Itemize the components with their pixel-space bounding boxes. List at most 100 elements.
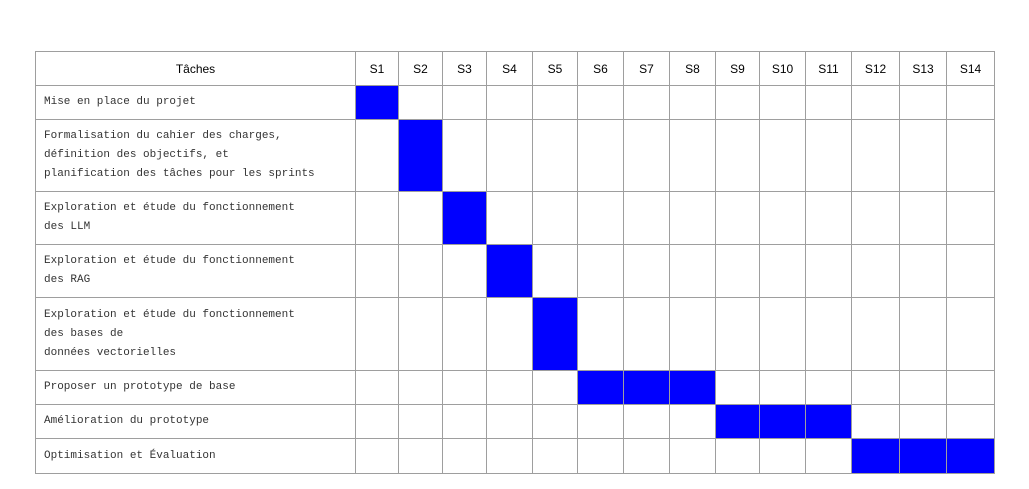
week-header-s9: S9 [715, 51, 760, 86]
gantt-empty-cell [623, 438, 670, 474]
task-name-line: Proposer un prototype de base [44, 381, 236, 393]
gantt-empty-cell [669, 191, 716, 245]
task-row: Optimisation et Évaluation [35, 438, 995, 474]
gantt-empty-cell [355, 119, 399, 192]
task-name: Exploration et étude du fonctionnement de… [35, 244, 356, 298]
gantt-empty-cell [899, 119, 947, 192]
gantt-empty-cell [715, 438, 760, 474]
task-row: Formalisation du cahier des charges, défi… [35, 119, 995, 192]
gantt-empty-cell [398, 297, 443, 371]
gantt-empty-cell [532, 191, 578, 245]
gantt-empty-cell [946, 404, 995, 439]
gantt-empty-cell [715, 244, 760, 298]
gantt-empty-cell [577, 404, 624, 439]
gantt-empty-cell [486, 438, 533, 474]
task-name: Exploration et étude du fonctionnement de… [35, 297, 356, 371]
gantt-empty-cell [759, 297, 806, 371]
task-row: Exploration et étude du fonctionnement de… [35, 244, 995, 298]
gantt-empty-cell [442, 119, 487, 192]
gantt-empty-cell [805, 191, 852, 245]
gantt-empty-cell [532, 85, 578, 120]
gantt-bar-cell [398, 119, 443, 192]
gantt-empty-cell [577, 191, 624, 245]
task-name-line: des RAG [44, 274, 91, 286]
week-header-s2: S2 [398, 51, 443, 86]
gantt-empty-cell [532, 438, 578, 474]
gantt-empty-cell [442, 297, 487, 371]
gantt-empty-cell [946, 370, 995, 405]
gantt-empty-cell [851, 297, 900, 371]
gantt-empty-cell [623, 119, 670, 192]
week-header-s5: S5 [532, 51, 578, 86]
week-header-s14: S14 [946, 51, 995, 86]
gantt-empty-cell [486, 85, 533, 120]
gantt-empty-cell [577, 438, 624, 474]
gantt-empty-cell [851, 244, 900, 298]
gantt-empty-cell [486, 404, 533, 439]
gantt-empty-cell [899, 85, 947, 120]
task-name-line: des LLM [44, 221, 91, 233]
gantt-empty-cell [805, 119, 852, 192]
gantt-empty-cell [623, 85, 670, 120]
gantt-empty-cell [805, 244, 852, 298]
gantt-empty-cell [899, 244, 947, 298]
gantt-empty-cell [442, 370, 487, 405]
task-row: Exploration et étude du fonctionnement de… [35, 191, 995, 245]
task-name-line: Formalisation du cahier des charges, [44, 130, 282, 142]
task-column-header: Tâches [35, 51, 356, 86]
week-header-s4: S4 [486, 51, 533, 86]
week-header-s10: S10 [759, 51, 806, 86]
gantt-empty-cell [577, 85, 624, 120]
task-name-line: Exploration et étude du fonctionnement [44, 308, 295, 321]
gantt-empty-cell [805, 297, 852, 371]
gantt-empty-cell [355, 370, 399, 405]
gantt-empty-cell [851, 119, 900, 192]
gantt-empty-cell [899, 370, 947, 405]
gantt-bar-cell [946, 438, 995, 474]
gantt-empty-cell [715, 119, 760, 192]
gantt-empty-cell [851, 85, 900, 120]
gantt-empty-cell [532, 370, 578, 405]
task-name-line: Optimisation et Évaluation [44, 449, 216, 462]
gantt-empty-cell [442, 438, 487, 474]
gantt-empty-cell [486, 297, 533, 371]
gantt-empty-cell [715, 191, 760, 245]
gantt-empty-cell [398, 191, 443, 245]
gantt-empty-cell [759, 438, 806, 474]
gantt-empty-cell [946, 85, 995, 120]
gantt-bar-cell [669, 370, 716, 405]
task-row: Mise en place du projet [35, 85, 995, 120]
gantt-empty-cell [805, 85, 852, 120]
week-header-s1: S1 [355, 51, 399, 86]
gantt-empty-cell [946, 297, 995, 371]
gantt-empty-cell [946, 244, 995, 298]
task-name-line: Mise en place du projet [44, 96, 196, 108]
gantt-empty-cell [355, 244, 399, 298]
gantt-empty-cell [759, 119, 806, 192]
task-row: Proposer un prototype de base [35, 370, 995, 405]
gantt-empty-cell [805, 370, 852, 405]
gantt-empty-cell [669, 244, 716, 298]
task-name-line: Exploration et étude du fonctionnement [44, 202, 295, 214]
task-name-line: données vectorielles [44, 346, 177, 359]
gantt-empty-cell [669, 85, 716, 120]
gantt-body: Mise en place du projet Formalisation du … [35, 85, 995, 474]
gantt-empty-cell [577, 119, 624, 192]
gantt-empty-cell [851, 404, 900, 439]
gantt-empty-cell [899, 191, 947, 245]
gantt-empty-cell [715, 85, 760, 120]
gantt-bar-cell [623, 370, 670, 405]
task-name-line: définition des objectifs, et [44, 149, 229, 161]
task-name-line: Exploration et étude du fonctionnement [44, 255, 295, 267]
gantt-empty-cell [398, 85, 443, 120]
gantt-empty-cell [623, 191, 670, 245]
task-name-line: Amélioration du prototype [44, 415, 210, 427]
gantt-empty-cell [398, 438, 443, 474]
task-name: Formalisation du cahier des charges, défi… [35, 119, 356, 192]
gantt-table: Tâches S1 S2 S3 S4 S5 S6 S7 S8 S9 S10 S11 S12 S13 S14… [35, 51, 995, 474]
gantt-bar-cell [442, 191, 487, 245]
task-name: Mise en place du projet [35, 85, 356, 120]
gantt-empty-cell [398, 370, 443, 405]
task-name: Optimisation et Évaluation [35, 438, 356, 474]
task-name-line: des bases de [44, 327, 124, 340]
